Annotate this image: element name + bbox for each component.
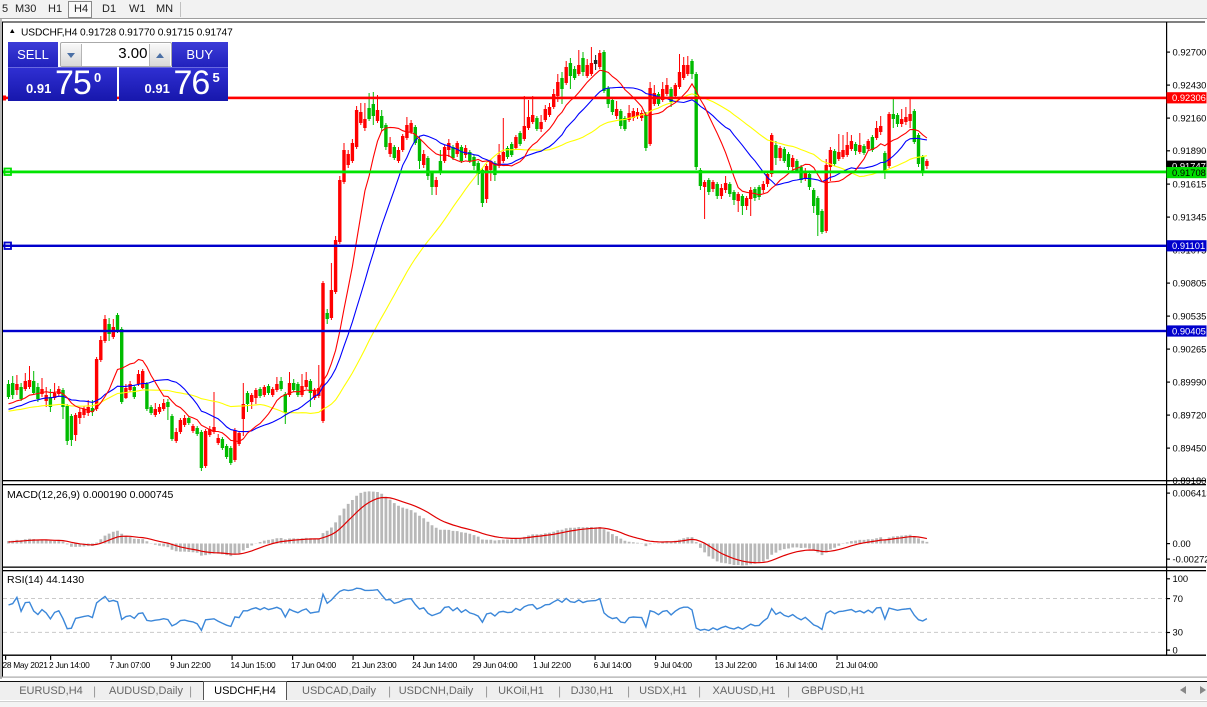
svg-text:0: 0 xyxy=(1173,644,1178,655)
svg-text:0.92160: 0.92160 xyxy=(1173,112,1207,123)
svg-text:29 Jun 04:00: 29 Jun 04:00 xyxy=(473,660,518,670)
svg-text:0.92430: 0.92430 xyxy=(1173,79,1207,90)
svg-text:9 Jun 22:00: 9 Jun 22:00 xyxy=(170,660,211,670)
svg-text:0.00: 0.00 xyxy=(1173,538,1191,549)
svg-text:70: 70 xyxy=(1173,593,1183,604)
svg-text:0.90535: 0.90535 xyxy=(1173,310,1207,321)
svg-text:0.92700: 0.92700 xyxy=(1173,46,1207,57)
svg-text:0.91101: 0.91101 xyxy=(1172,240,1205,251)
svg-text:14 Jun 15:00: 14 Jun 15:00 xyxy=(231,660,276,670)
svg-text:0.90805: 0.90805 xyxy=(1173,277,1207,288)
svg-text:-0.00272: -0.00272 xyxy=(1173,553,1207,564)
svg-text:0.90405: 0.90405 xyxy=(1172,325,1206,336)
svg-text:7 Jun 07:00: 7 Jun 07:00 xyxy=(110,660,151,670)
svg-text:0.92306: 0.92306 xyxy=(1172,92,1206,103)
svg-text:2 Jun 14:00: 2 Jun 14:00 xyxy=(49,660,90,670)
svg-text:30: 30 xyxy=(1173,627,1183,638)
svg-text:17 Jun 04:00: 17 Jun 04:00 xyxy=(291,660,336,670)
svg-text:28 May 2021: 28 May 2021 xyxy=(3,660,49,670)
svg-text:21 Jul 04:00: 21 Jul 04:00 xyxy=(836,660,879,670)
svg-text:1 Jul 22:00: 1 Jul 22:00 xyxy=(533,660,571,670)
svg-text:100: 100 xyxy=(1173,573,1189,584)
svg-text:0.89450: 0.89450 xyxy=(1173,442,1207,453)
svg-text:13 Jul 22:00: 13 Jul 22:00 xyxy=(715,660,758,670)
svg-text:0.91747: 0.91747 xyxy=(1172,161,1206,172)
svg-text:16 Jul 14:00: 16 Jul 14:00 xyxy=(775,660,818,670)
svg-text:0.91345: 0.91345 xyxy=(1173,211,1207,222)
svg-text:24 Jun 14:00: 24 Jun 14:00 xyxy=(412,660,457,670)
svg-text:RSI(14) 44.1430: RSI(14) 44.1430 xyxy=(7,574,84,586)
svg-text:0.91615: 0.91615 xyxy=(1173,178,1207,189)
svg-text:0.89720: 0.89720 xyxy=(1173,409,1207,420)
svg-text:0.91708: 0.91708 xyxy=(1172,167,1206,178)
svg-text:MACD(12,26,9) 0.000190 0.00074: MACD(12,26,9) 0.000190 0.000745 xyxy=(7,489,174,501)
svg-text:9 Jul 04:00: 9 Jul 04:00 xyxy=(654,660,692,670)
svg-text:21 Jun 23:00: 21 Jun 23:00 xyxy=(352,660,397,670)
svg-text:0.006413: 0.006413 xyxy=(1173,487,1207,498)
svg-text:0.90265: 0.90265 xyxy=(1173,343,1207,354)
svg-text:0.89990: 0.89990 xyxy=(1173,376,1207,387)
svg-text:6 Jul 14:00: 6 Jul 14:00 xyxy=(594,660,632,670)
svg-text:0.91890: 0.91890 xyxy=(1173,145,1207,156)
svg-text:0.89180: 0.89180 xyxy=(1173,475,1207,486)
svg-text:USDCHF,H4 0.91728 0.91770 0.9: USDCHF,H4 0.91728 0.91770 0.91715 0.9174… xyxy=(21,28,233,39)
